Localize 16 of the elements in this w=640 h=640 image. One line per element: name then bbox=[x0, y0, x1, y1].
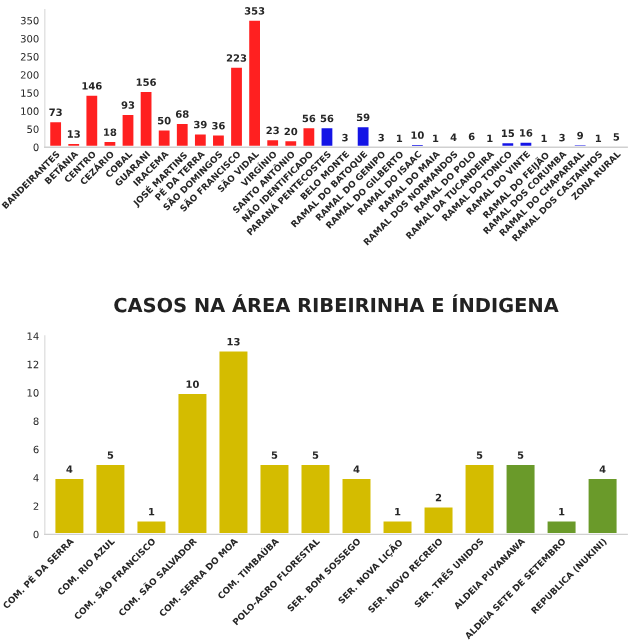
bar bbox=[544, 518, 579, 535]
bar bbox=[462, 462, 497, 535]
bar bbox=[339, 476, 374, 535]
bar bbox=[93, 462, 128, 535]
bar bbox=[216, 348, 251, 535]
bar bbox=[585, 476, 620, 535]
bar bbox=[52, 476, 87, 535]
bar bbox=[421, 504, 456, 535]
bar bbox=[298, 462, 333, 535]
bar bbox=[380, 518, 415, 535]
chart-title: CASOS NA ÁREA RIBEIRINHA E ÍNDIGENA bbox=[114, 294, 559, 313]
bar bbox=[175, 391, 210, 535]
bar bbox=[134, 518, 169, 535]
bar bbox=[257, 462, 292, 535]
bar bbox=[354, 124, 372, 148]
bar bbox=[503, 462, 538, 535]
